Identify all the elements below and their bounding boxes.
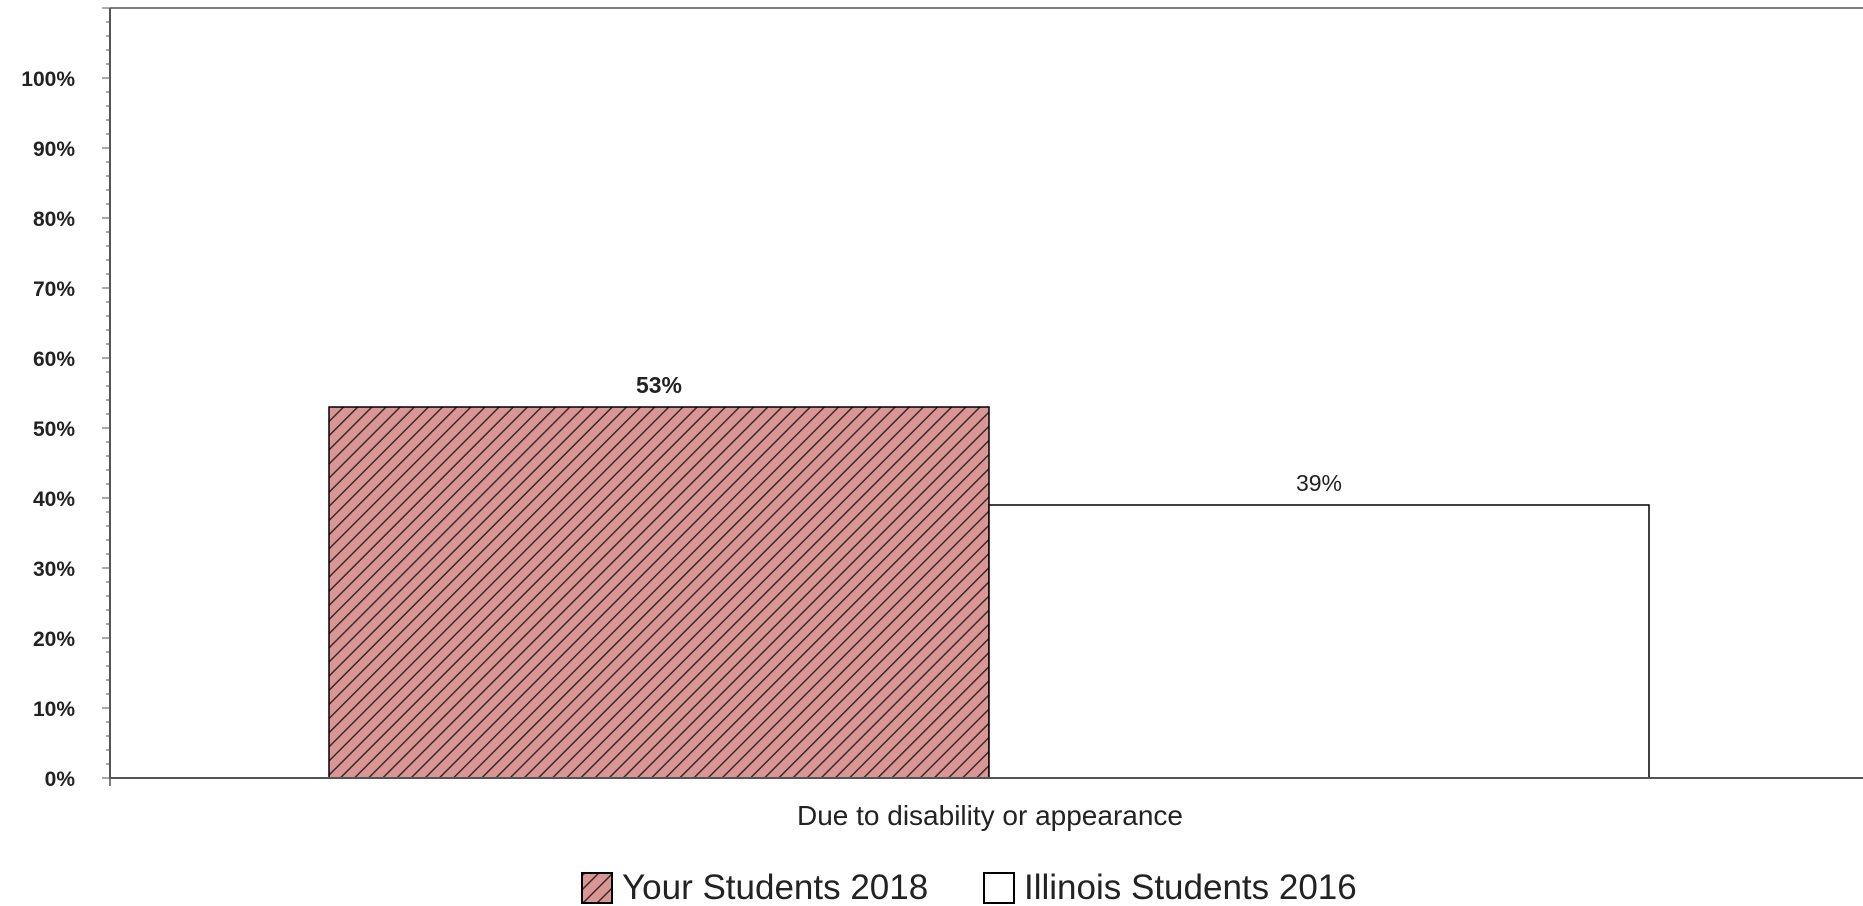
x-category-label: Due to disability or appearance [797, 800, 1183, 831]
legend-swatch-your-students-2018 [581, 872, 613, 904]
bar-your-students-2018 [328, 406, 990, 779]
data-label-illinois-students-2016: 39% [1296, 470, 1342, 496]
bar-illinois-students-2016 [988, 504, 1650, 779]
y-tick-label: 60% [33, 348, 75, 371]
legend: Your Students 2018 Illinois Students 201… [581, 868, 1357, 906]
y-tick-label: 70% [33, 278, 75, 301]
legend-swatch-illinois-students-2016 [983, 872, 1015, 904]
y-tick-label: 0% [45, 768, 76, 791]
y-tick-label: 90% [33, 138, 75, 161]
bars [328, 406, 1650, 779]
y-tick-label: 30% [33, 558, 75, 581]
x-axis: Due to disability or appearance [109, 777, 1863, 831]
data-labels: 53% 39% [636, 372, 1342, 496]
y-axis: 0% 10% 20% 30% 40% 50% 60% 70% 80% 90% 100% [21, 7, 1863, 791]
y-tick-label: 80% [33, 208, 75, 231]
data-label-your-students-2018: 53% [636, 372, 682, 398]
legend-label-illinois-students-2016: Illinois Students 2016 [1024, 868, 1357, 906]
y-tick-label: 100% [21, 68, 75, 91]
y-tick-label: 50% [33, 418, 75, 441]
y-tick-label: 40% [33, 488, 75, 511]
y-tick-label: 20% [33, 628, 75, 651]
legend-label-your-students-2018: Your Students 2018 [622, 868, 928, 906]
y-tick-label: 10% [33, 698, 75, 721]
